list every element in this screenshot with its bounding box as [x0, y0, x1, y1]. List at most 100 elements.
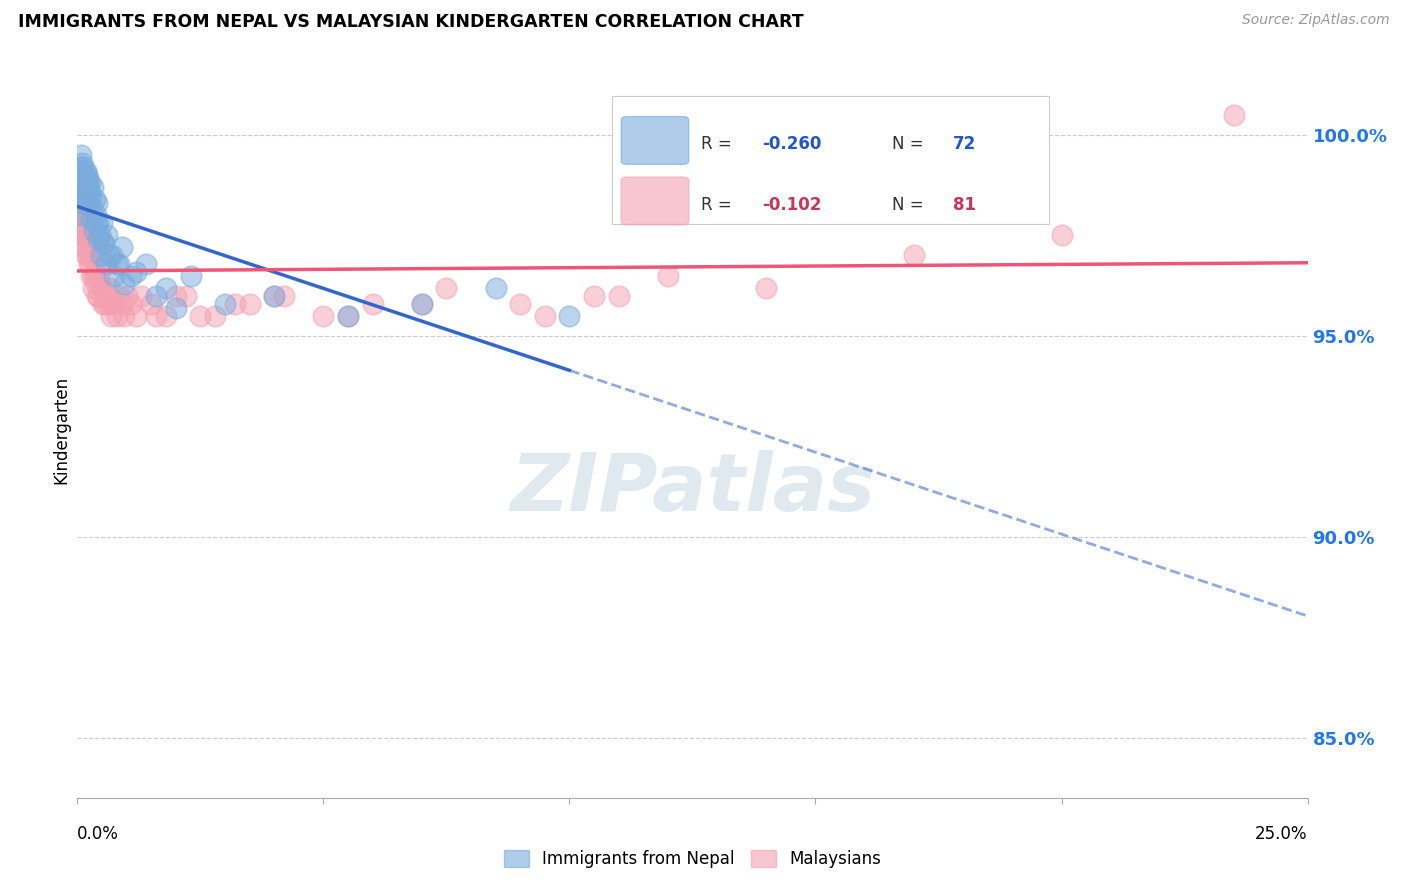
Point — [75, 228, 97, 243]
Point — [583, 288, 606, 302]
Point — [141, 296, 163, 310]
Point — [76, 168, 98, 182]
Point — [558, 309, 581, 323]
Point — [165, 288, 187, 302]
Point — [76, 216, 98, 230]
Point — [80, 248, 103, 262]
Point — [76, 180, 98, 194]
Point — [89, 268, 111, 283]
Point — [135, 256, 157, 270]
Point — [93, 236, 115, 251]
Point — [155, 309, 177, 323]
Text: 25.0%: 25.0% — [1256, 825, 1308, 843]
Point — [411, 296, 433, 310]
Point — [239, 296, 262, 310]
Point — [337, 309, 360, 323]
Point — [73, 188, 96, 202]
Point — [72, 160, 94, 174]
Point — [90, 216, 114, 230]
Point — [70, 180, 93, 194]
Point — [903, 248, 925, 262]
Point — [111, 240, 134, 254]
Point — [165, 301, 187, 315]
Point — [263, 288, 285, 302]
Point — [755, 280, 778, 294]
Point — [73, 200, 96, 214]
Point — [70, 148, 93, 162]
Text: 0.0%: 0.0% — [77, 825, 120, 843]
Point — [312, 309, 335, 323]
Point — [79, 188, 101, 202]
Point — [224, 296, 246, 310]
Point — [361, 296, 384, 310]
Point — [121, 296, 143, 310]
Point — [77, 236, 100, 251]
Point — [657, 268, 679, 283]
Point — [67, 216, 90, 230]
Point — [509, 296, 531, 310]
Text: -0.260: -0.260 — [762, 136, 823, 153]
Point — [100, 309, 122, 323]
Point — [112, 277, 135, 291]
Point — [101, 296, 124, 310]
Point — [79, 176, 101, 190]
Point — [98, 280, 121, 294]
Point — [70, 156, 93, 170]
Point — [69, 160, 91, 174]
Point — [75, 248, 97, 262]
Point — [67, 208, 90, 222]
Point — [77, 196, 100, 211]
Point — [204, 309, 226, 323]
Point — [86, 288, 108, 302]
Point — [190, 309, 212, 323]
FancyBboxPatch shape — [613, 95, 1049, 225]
Point — [83, 256, 105, 270]
Point — [485, 280, 508, 294]
Point — [436, 280, 458, 294]
Point — [101, 248, 124, 262]
Point — [73, 188, 96, 202]
Point — [77, 256, 100, 270]
Point — [103, 296, 125, 310]
Point — [96, 228, 118, 243]
Point — [145, 309, 167, 323]
Point — [79, 256, 101, 270]
Text: IMMIGRANTS FROM NEPAL VS MALAYSIAN KINDERGARTEN CORRELATION CHART: IMMIGRANTS FROM NEPAL VS MALAYSIAN KINDE… — [18, 13, 804, 31]
Point — [69, 180, 91, 194]
Point — [84, 277, 107, 291]
Point — [75, 176, 97, 190]
Point — [73, 216, 96, 230]
Point — [89, 228, 111, 243]
Point — [76, 248, 98, 262]
Point — [83, 224, 105, 238]
Point — [69, 216, 91, 230]
Point — [67, 188, 90, 202]
Point — [83, 192, 105, 206]
Point — [69, 208, 91, 222]
Point — [97, 296, 120, 310]
Point — [67, 188, 90, 202]
Point — [93, 296, 115, 310]
Point — [82, 200, 104, 214]
Point — [103, 268, 125, 283]
Point — [69, 200, 91, 214]
Point — [70, 216, 93, 230]
Point — [86, 196, 108, 211]
FancyBboxPatch shape — [621, 177, 689, 225]
Point — [90, 248, 112, 262]
Point — [73, 180, 96, 194]
Point — [105, 256, 128, 270]
Point — [145, 288, 167, 302]
Point — [94, 256, 117, 270]
Point — [337, 309, 360, 323]
Point — [82, 280, 104, 294]
Point — [90, 280, 114, 294]
Point — [70, 196, 93, 211]
Point — [67, 176, 90, 190]
Point — [70, 228, 93, 243]
Point — [84, 216, 107, 230]
Point — [67, 168, 90, 182]
Point — [411, 296, 433, 310]
Point — [84, 208, 107, 222]
Text: N =: N = — [891, 196, 928, 214]
